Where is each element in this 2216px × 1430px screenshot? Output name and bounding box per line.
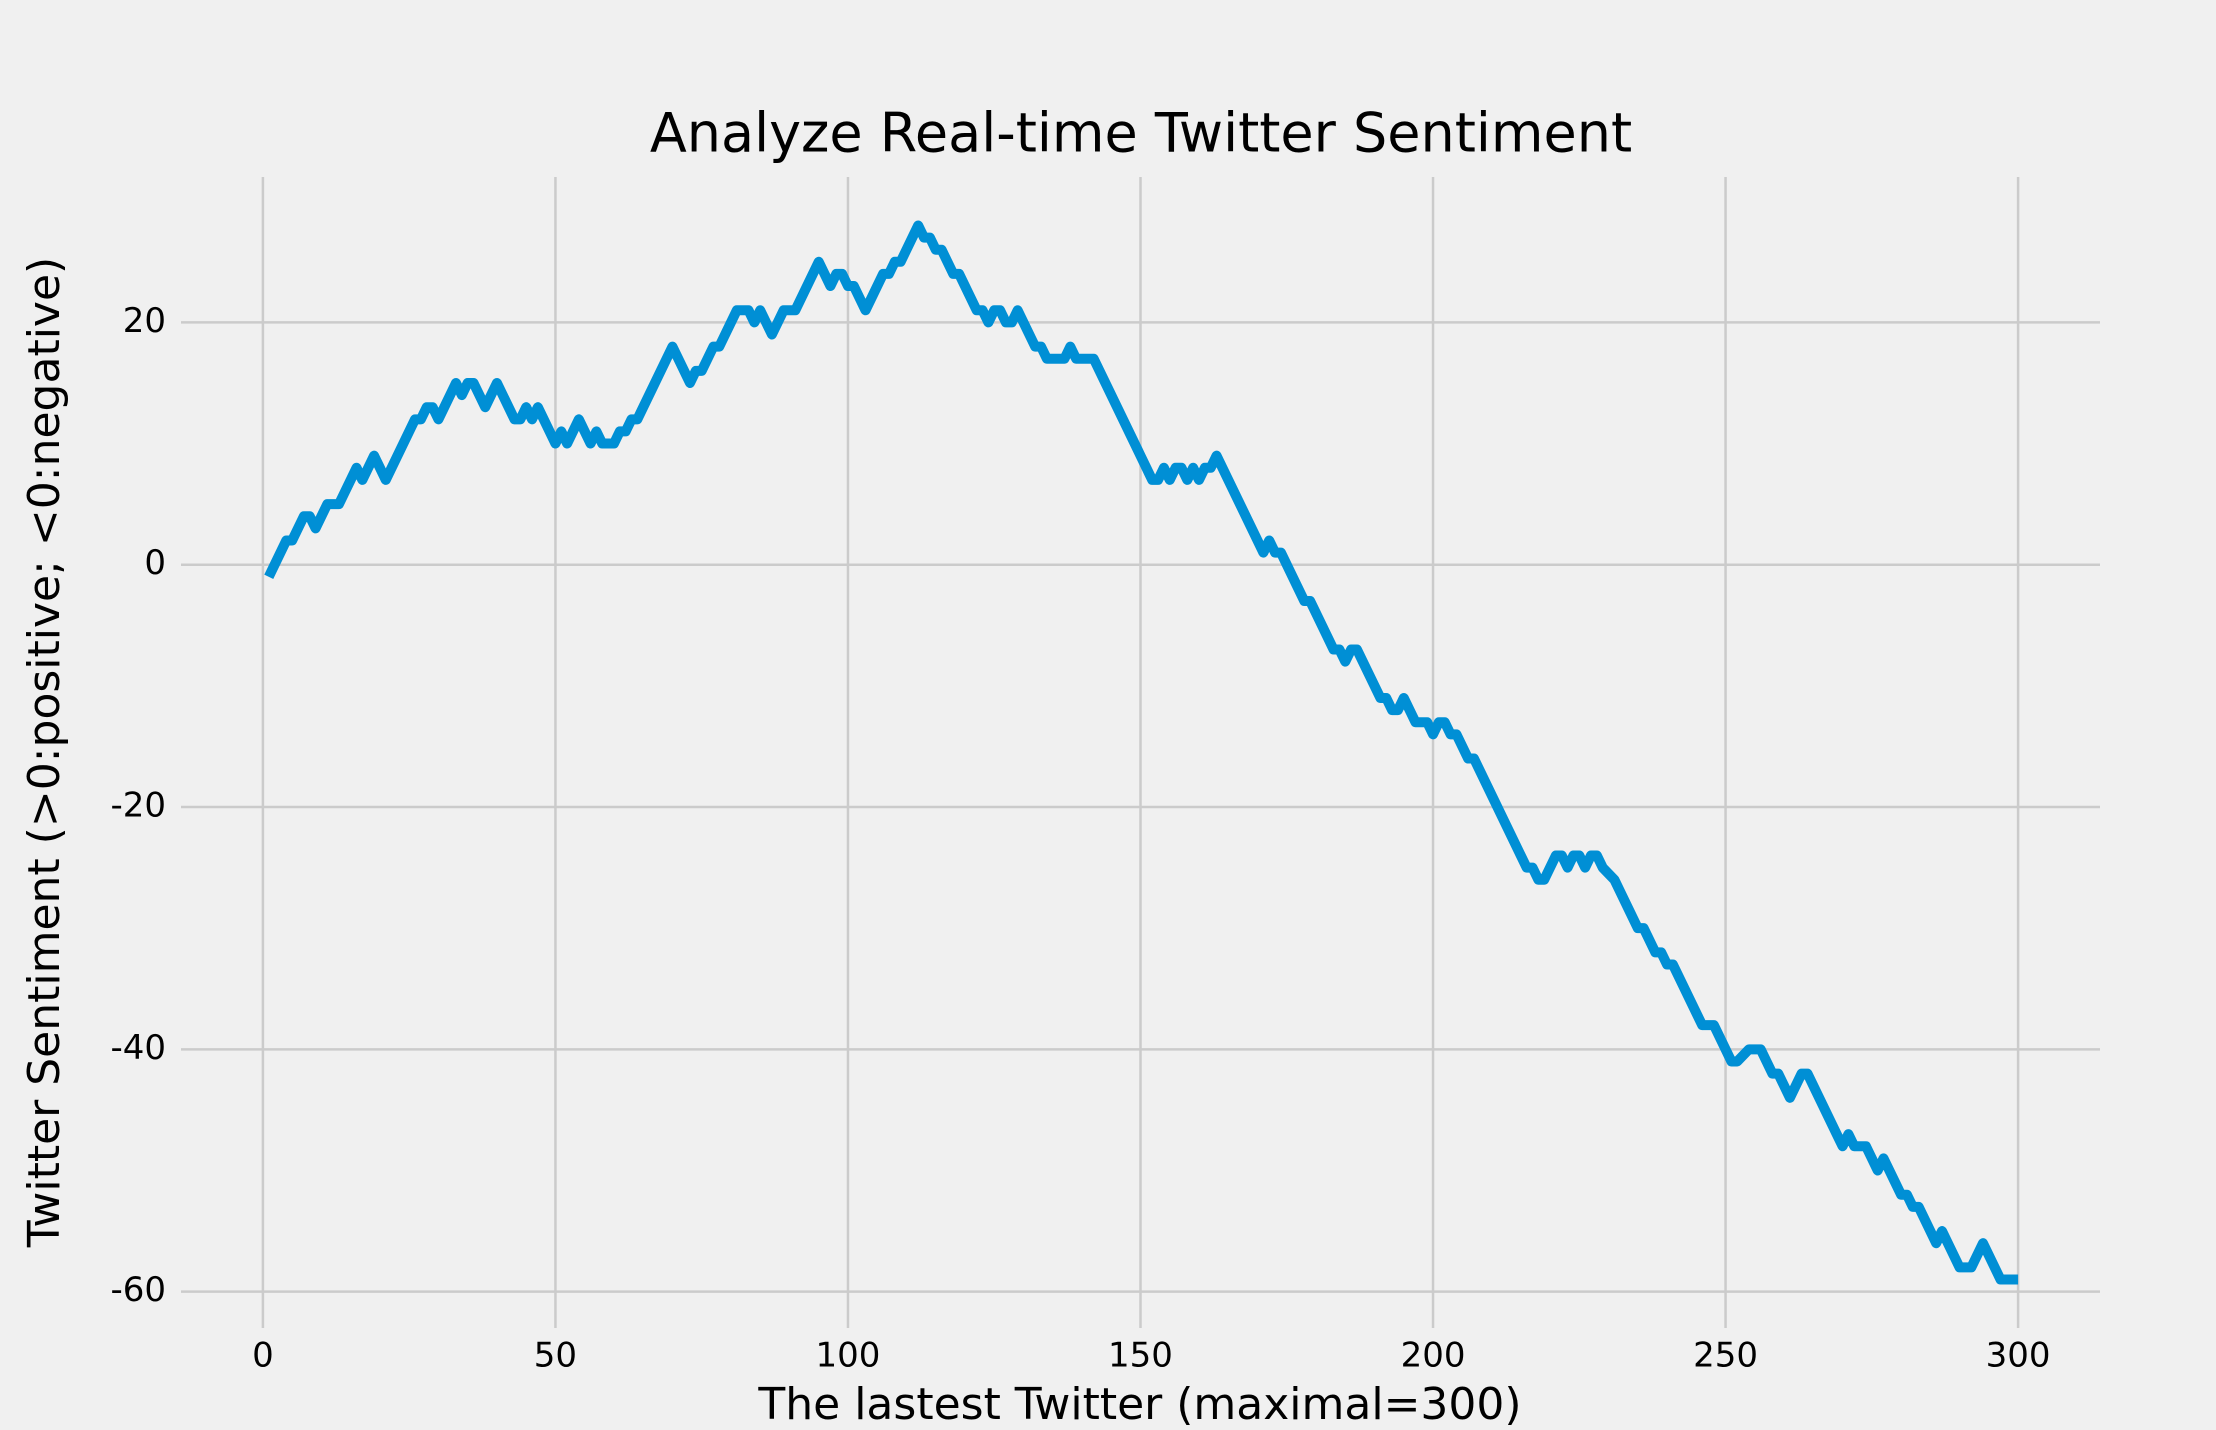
x-tick-label: 50 xyxy=(534,1336,577,1376)
x-tick-label: 100 xyxy=(816,1336,881,1376)
x-tick-label: 300 xyxy=(1986,1336,2051,1376)
y-axis-label: Twitter Sentiment (>0:positive; <0:negat… xyxy=(19,257,70,1248)
x-tick-label: 250 xyxy=(1693,1336,1758,1376)
x-tick-label: 150 xyxy=(1108,1336,1173,1376)
y-tick-label: -20 xyxy=(110,786,166,826)
data-line xyxy=(264,220,2019,1285)
x-tick-label: 200 xyxy=(1401,1336,1466,1376)
y-tick-label: -40 xyxy=(110,1028,166,1068)
y-tick-label: 20 xyxy=(123,301,166,341)
chart-title: Analyze Real-time Twitter Sentiment xyxy=(650,102,1632,165)
y-tick-label: -60 xyxy=(110,1270,166,1310)
x-axis-label: The lastest Twitter (maximal=300) xyxy=(757,1379,1521,1430)
y-tick-label: 0 xyxy=(144,543,166,583)
x-tick-label: 0 xyxy=(252,1336,274,1376)
